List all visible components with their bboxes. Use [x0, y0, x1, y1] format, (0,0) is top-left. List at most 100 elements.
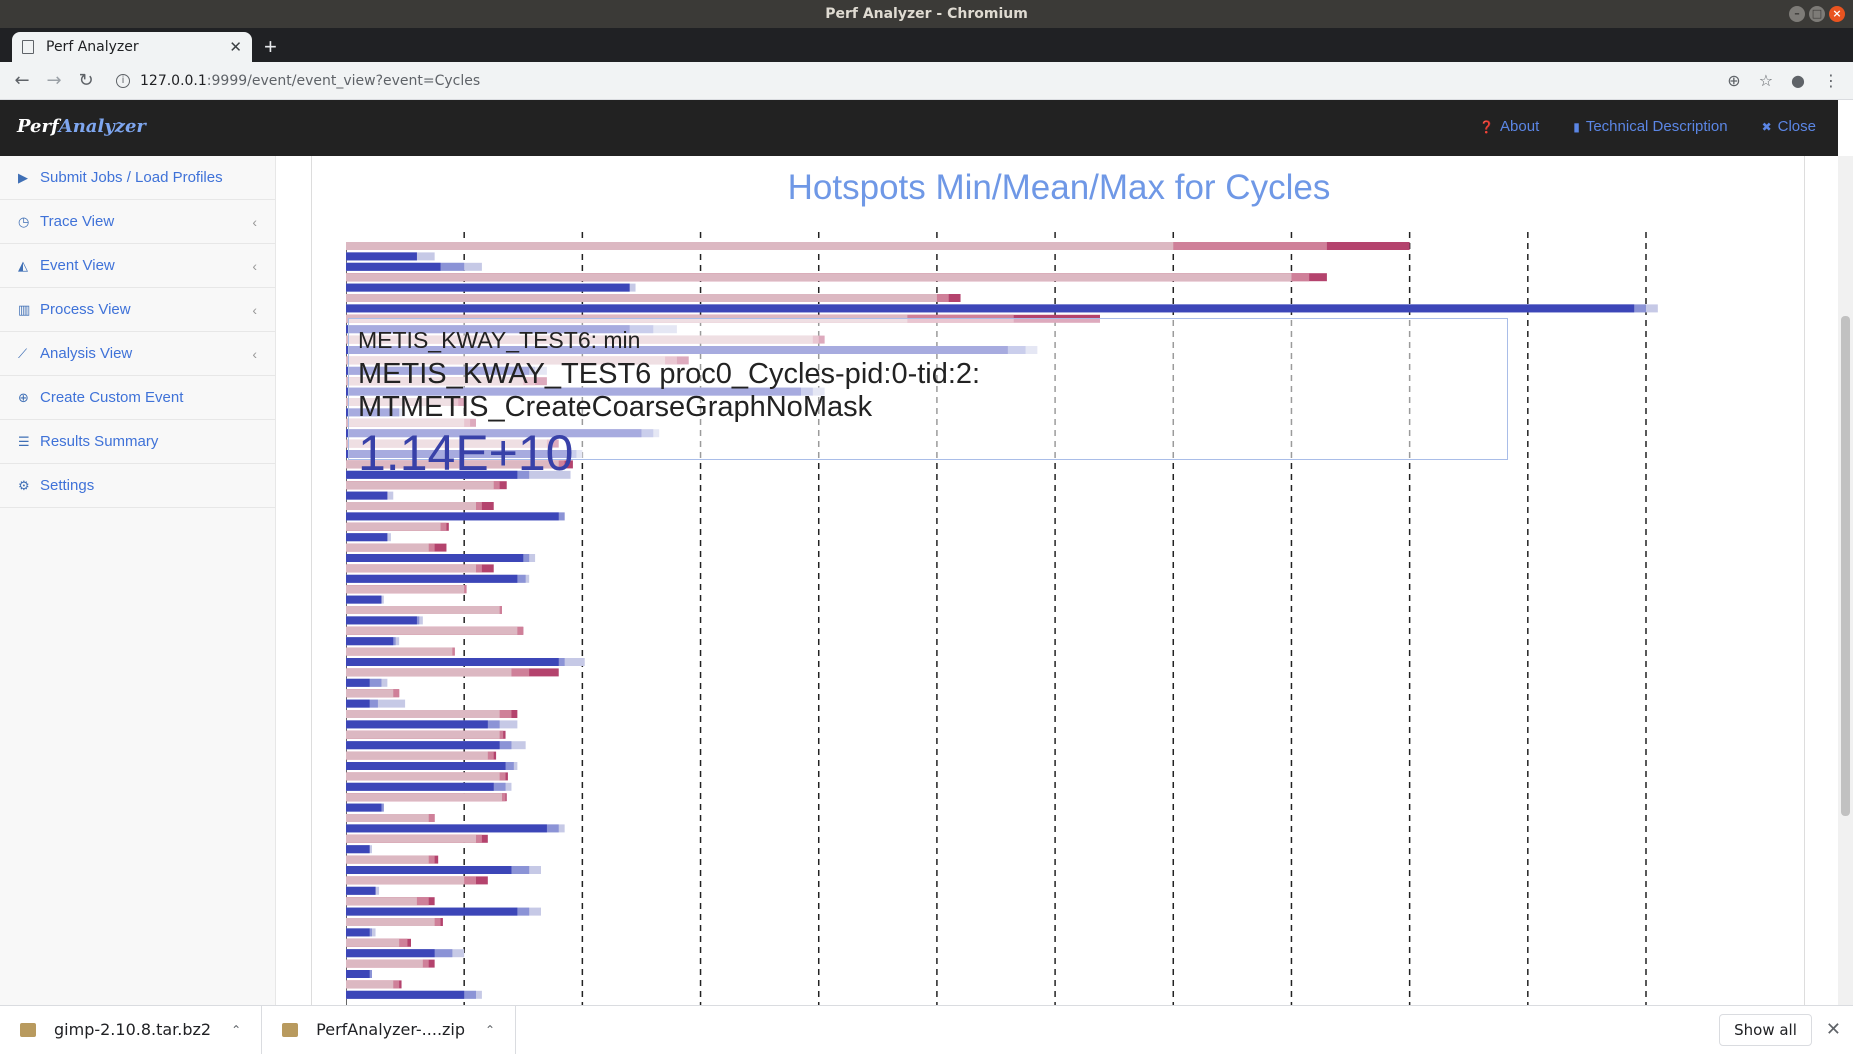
bar-segment[interactable] [346, 980, 394, 989]
bar-segment[interactable] [346, 699, 370, 708]
bar-segment[interactable] [346, 918, 435, 926]
bar-segment[interactable] [346, 626, 518, 635]
bar-segment[interactable] [346, 751, 488, 760]
show-all-button[interactable]: Show all [1719, 1013, 1812, 1046]
bar-segment[interactable] [346, 949, 435, 958]
bar-segment[interactable] [346, 845, 370, 854]
sidebar-item-analysis-view[interactable]: ⟋ Analysis View ‹ [0, 332, 275, 376]
menu-kebab-icon[interactable]: ⋮ [1823, 71, 1839, 90]
download-bar-close-icon[interactable]: ✕ [1825, 1019, 1841, 1040]
bar-segment[interactable] [346, 262, 441, 271]
bar-segment[interactable] [346, 470, 518, 479]
sidebar-item-create-custom-event[interactable]: ⊕ Create Custom Event [0, 376, 275, 420]
app-navbar: PerfAnalyzer ❓ About ▮ Technical Descrip… [0, 100, 1838, 156]
download-item-gimp[interactable]: gimp-2.10.8.tar.bz2 ⌃ [0, 1005, 263, 1054]
download-item-perfanalyzer[interactable]: PerfAnalyzer-....zip ⌃ [262, 1005, 517, 1054]
bar-segment[interactable] [346, 741, 500, 750]
bar-segment[interactable] [346, 938, 400, 947]
bar-segment[interactable] [346, 897, 417, 906]
account-icon[interactable]: ● [1791, 71, 1805, 90]
bar-segment[interactable] [346, 782, 494, 791]
close-link[interactable]: ✖ Close [1762, 118, 1816, 135]
bar-segment[interactable] [346, 710, 500, 718]
bar-segment[interactable] [346, 637, 394, 646]
bar-segment[interactable] [346, 762, 506, 770]
bar-segment[interactable] [346, 990, 465, 999]
bar-segment[interactable] [346, 855, 429, 864]
sidebar-item-submit-jobs[interactable]: ▶ Submit Jobs / Load Profiles [0, 156, 275, 200]
bar-segment[interactable] [346, 814, 429, 822]
bar-segment[interactable] [346, 730, 500, 739]
bookmark-star-icon[interactable]: ☆ [1758, 71, 1774, 90]
bar-segment[interactable] [346, 959, 423, 968]
bar-segment[interactable] [346, 668, 512, 677]
maximize-icon[interactable]: □ [1809, 6, 1825, 22]
technical-description-link[interactable]: ▮ Technical Description [1573, 118, 1727, 135]
bar-segment[interactable] [346, 834, 476, 843]
window-close-icon[interactable]: × [1829, 6, 1845, 22]
bar-segment[interactable] [346, 616, 417, 625]
bar-segment[interactable] [346, 554, 524, 562]
address-bar[interactable]: i 127.0.0.1:9999/event/event_view?event=… [116, 73, 480, 89]
bar-segment[interactable] [346, 647, 453, 656]
reload-icon[interactable]: ↻ [78, 70, 94, 91]
sidebar-item-results-summary[interactable]: ☰ Results Summary [0, 420, 275, 464]
bar-segment[interactable] [346, 522, 441, 531]
bar-segment[interactable] [346, 866, 512, 874]
bar-segment[interactable] [346, 803, 382, 812]
about-link[interactable]: ❓ About [1479, 118, 1539, 135]
bar-segment[interactable] [346, 876, 465, 885]
chevron-up-icon[interactable]: ⌃ [231, 1022, 242, 1037]
bar-segment[interactable] [346, 252, 417, 261]
sidebar-item-process-view[interactable]: ▥ Process View ‹ [0, 288, 275, 332]
bar-segment[interactable] [346, 533, 388, 542]
bar-segment[interactable] [346, 886, 376, 895]
bar-segment[interactable] [346, 502, 476, 510]
download-bar: gimp-2.10.8.tar.bz2 ⌃ PerfAnalyzer-....z… [0, 1005, 1853, 1054]
toolbar-actions: ⊕ ☆ ● ⋮ [1727, 71, 1853, 90]
tab-close-icon[interactable]: ✕ [229, 38, 242, 56]
bar-segment[interactable] [346, 970, 370, 978]
sidebar-item-settings[interactable]: ⚙ Settings [0, 464, 275, 508]
bar-segment[interactable] [346, 304, 1635, 313]
minimize-icon[interactable]: – [1789, 6, 1805, 22]
brand-logo[interactable]: PerfAnalyzer [17, 116, 146, 137]
bar-segment[interactable] [346, 678, 370, 687]
bar-segment[interactable] [346, 689, 394, 698]
forward-icon[interactable]: → [46, 70, 62, 91]
chevron-up-icon[interactable]: ⌃ [485, 1022, 496, 1037]
scrollbar-thumb[interactable] [1841, 316, 1850, 816]
page-scrollbar[interactable] [1838, 156, 1853, 1005]
bar-segment[interactable] [346, 512, 559, 521]
bar-segment[interactable] [346, 543, 429, 552]
back-icon[interactable]: ← [14, 70, 30, 91]
bar-segment[interactable] [346, 273, 1292, 282]
zoom-icon[interactable]: ⊕ [1727, 71, 1741, 90]
play-icon: ▶ [18, 169, 28, 185]
bar-segment[interactable] [346, 460, 559, 469]
bar-segment[interactable] [346, 491, 388, 500]
info-icon[interactable]: i [116, 73, 130, 88]
bar-segment[interactable] [346, 294, 937, 302]
bar-segment[interactable] [346, 283, 630, 292]
bar-segment[interactable] [346, 793, 502, 802]
bar-segment[interactable] [346, 585, 465, 594]
sidebar-item-event-view[interactable]: ◭ Event View ‹ [0, 244, 275, 288]
bar-segment[interactable] [346, 242, 1174, 250]
browser-tab[interactable]: Perf Analyzer ✕ [12, 32, 252, 62]
bar-segment[interactable] [346, 928, 370, 937]
archive-icon [20, 1022, 36, 1037]
bar-segment[interactable] [346, 824, 547, 833]
bar-segment[interactable] [346, 564, 476, 573]
bar-segment[interactable] [346, 907, 518, 916]
bar-segment[interactable] [346, 574, 518, 583]
bar-segment[interactable] [346, 658, 559, 666]
bar-segment[interactable] [346, 606, 500, 614]
close-icon: ✖ [1761, 119, 1772, 134]
sidebar-item-trace-view[interactable]: ◷ Trace View ‹ [0, 200, 275, 244]
bar-segment[interactable] [346, 772, 500, 781]
bar-segment[interactable] [346, 481, 494, 490]
new-tab-icon[interactable]: + [264, 34, 277, 59]
bar-segment[interactable] [346, 595, 382, 604]
bar-segment[interactable] [346, 720, 488, 729]
